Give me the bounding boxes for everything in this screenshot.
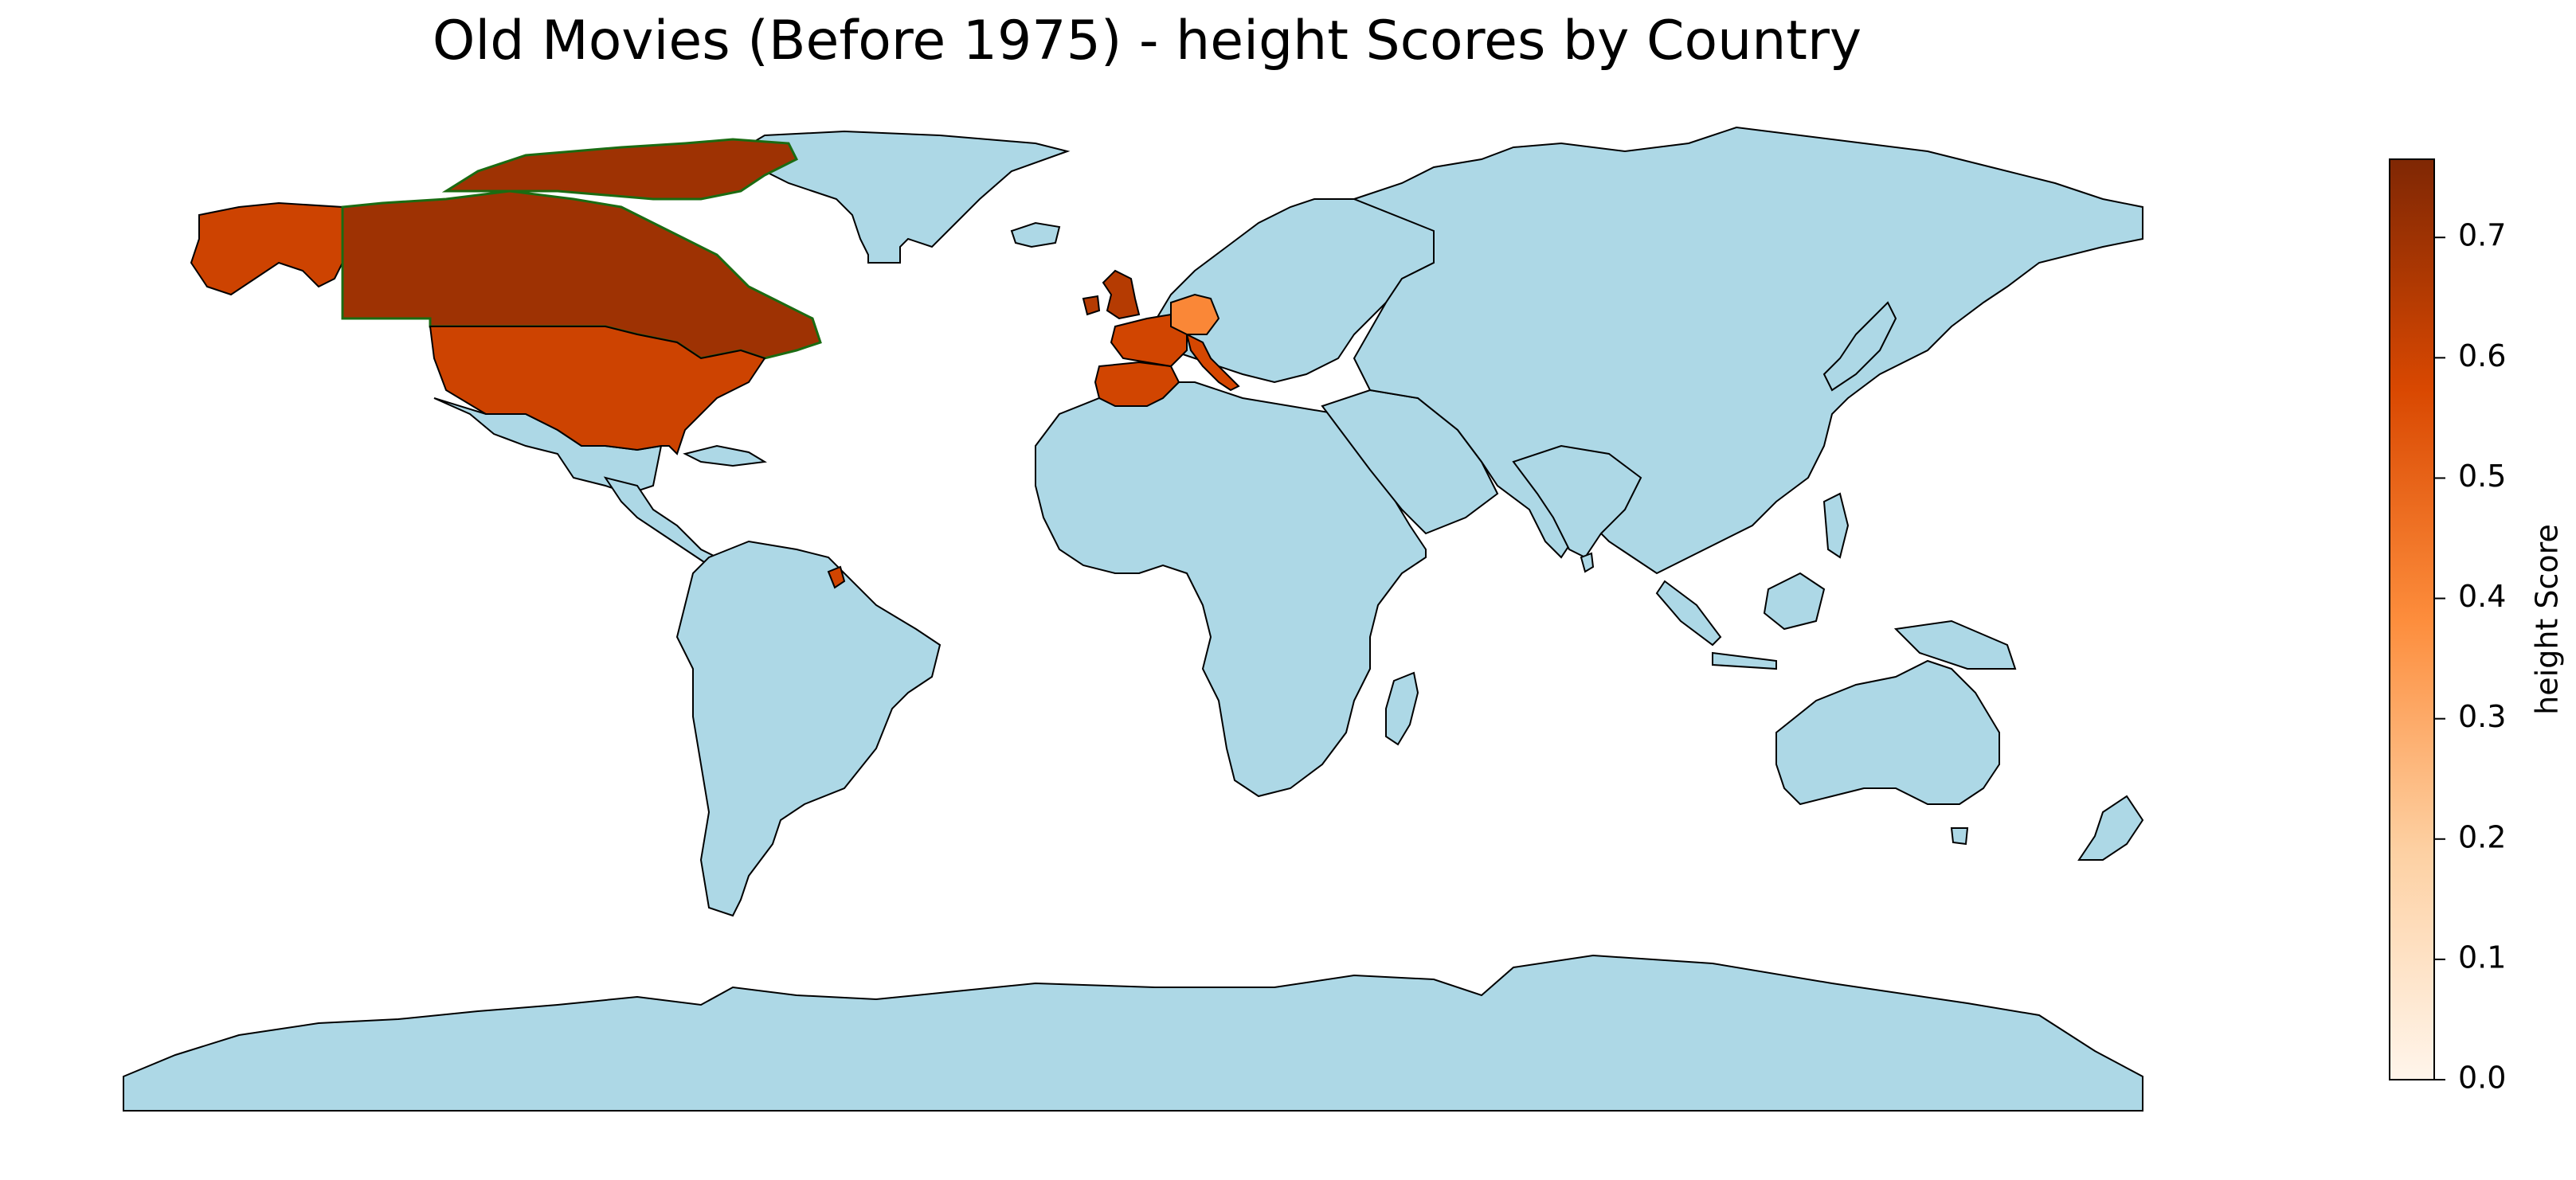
land-japan <box>1822 301 1897 392</box>
land-new-zealand <box>2077 795 2144 861</box>
country-germany <box>1170 293 1220 335</box>
colorbar-label: height Score <box>2530 524 2565 715</box>
land-africa <box>1035 381 1427 798</box>
land-sri-lanka <box>1580 552 1595 573</box>
chart-title: Old Movies (Before 1975) - height Scores… <box>432 10 1862 72</box>
colorbar-tick-label: 0.3 <box>2458 699 2506 734</box>
country-canada-islands <box>441 138 799 201</box>
land-java <box>1712 651 1777 670</box>
land-greenland <box>722 130 1071 264</box>
colorbar-tick-label: 0.5 <box>2458 459 2506 494</box>
land-cuba <box>683 444 767 467</box>
country-ireland <box>1082 295 1101 316</box>
land-sumatra <box>1655 580 1722 647</box>
land-india <box>1512 444 1642 559</box>
land-south-america <box>675 540 942 917</box>
colorbar-tick-label: 0.1 <box>2458 940 2506 975</box>
colorbar-tick-label: 0.4 <box>2458 579 2506 614</box>
colorbar-tick-label: 0.6 <box>2458 338 2506 373</box>
land-borneo <box>1763 572 1826 631</box>
country-uk <box>1102 269 1141 320</box>
country-italy <box>1185 333 1240 392</box>
land-iceland <box>1010 221 1061 248</box>
colorbar-tick-label: 0.0 <box>2458 1061 2506 1096</box>
land-new-guinea <box>1893 619 2017 670</box>
colorbar-ticks: 0.0 0.1 0.2 0.3 0.4 0.5 0.6 0.7 <box>2434 218 2506 1096</box>
colorbar-tick-label: 0.7 <box>2458 218 2506 253</box>
land-madagascar <box>1385 671 1419 746</box>
country-alaska <box>190 201 343 296</box>
land-antarctica <box>123 954 2143 1112</box>
colorbar-rect <box>2389 158 2435 1080</box>
land-tasmania <box>1950 827 1969 846</box>
country-usa <box>429 326 766 455</box>
land-philippines <box>1822 492 1850 559</box>
country-french-guiana <box>827 565 846 589</box>
land-australia <box>1775 659 2000 806</box>
country-france <box>1110 313 1188 368</box>
colorbar-tick-label: 0.2 <box>2458 819 2506 854</box>
